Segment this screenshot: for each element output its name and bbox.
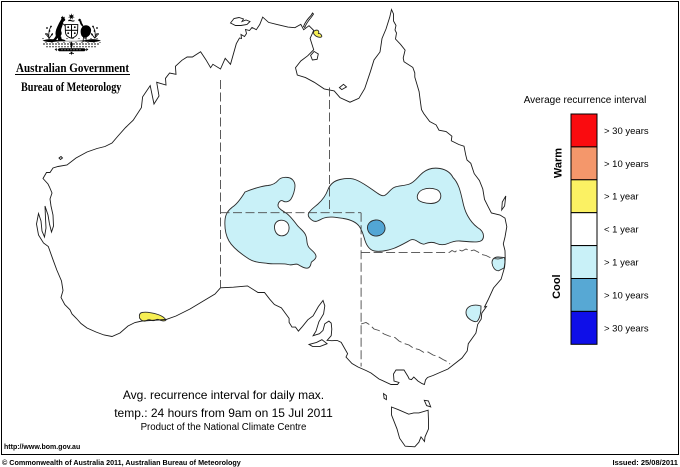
svg-text:< 1 year: < 1 year	[604, 225, 639, 236]
svg-text:> 1 year: > 1 year	[604, 192, 639, 203]
svg-text:> 30 years: > 30 years	[604, 323, 649, 334]
svg-text:Warm: Warm	[553, 148, 565, 178]
svg-text:> 10 years: > 10 years	[604, 290, 649, 301]
svg-text:> 30 years: > 30 years	[604, 126, 649, 137]
svg-text:> 1 year: > 1 year	[604, 258, 639, 269]
svg-text:> 10 years: > 10 years	[604, 159, 649, 170]
svg-text:Cool: Cool	[551, 274, 563, 298]
